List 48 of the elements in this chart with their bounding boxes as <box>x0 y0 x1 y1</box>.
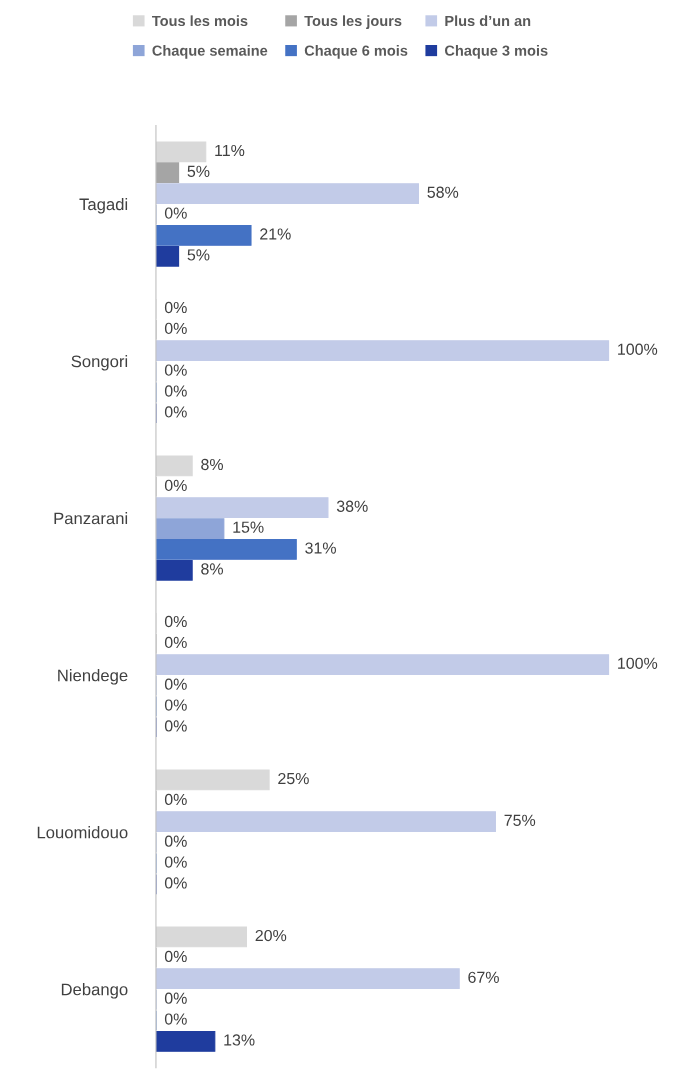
data-label: 58% <box>427 186 459 198</box>
data-label: 13% <box>224 1034 255 1046</box>
data-label: 0% <box>164 385 187 397</box>
y-tick-label: Louomidouo <box>37 826 128 839</box>
data-label: 0% <box>164 856 187 868</box>
data-label: 5% <box>187 165 210 178</box>
data-label: 0% <box>164 793 187 806</box>
data-label: 0% <box>164 301 187 314</box>
data-label: 67% <box>468 971 499 983</box>
data-label: 100% <box>618 657 658 669</box>
data-label: 75% <box>504 814 536 826</box>
y-tick-label: Niendege <box>58 669 128 685</box>
data-label: 0% <box>164 835 187 847</box>
y-tick-label: Songori <box>71 355 128 371</box>
legend-label: Tous les jours <box>304 15 402 29</box>
data-label: 8% <box>201 563 224 575</box>
data-label: 0% <box>164 950 187 963</box>
data-label: 0% <box>164 992 187 1004</box>
data-label: 38% <box>336 500 368 512</box>
legend-label: Tous les mois <box>152 15 248 27</box>
data-label: 0% <box>164 1013 187 1025</box>
data-label: 0% <box>164 364 187 376</box>
data-label: 0% <box>164 636 187 649</box>
data-label: 0% <box>164 678 187 690</box>
data-label: 0% <box>164 207 187 219</box>
data-label: 0% <box>164 877 187 889</box>
data-label: 15% <box>233 521 264 533</box>
data-label: 31% <box>305 542 336 554</box>
data-label: 0% <box>164 406 187 418</box>
data-label: 5% <box>187 249 210 261</box>
legend-label: Chaque semaine <box>152 45 268 59</box>
data-label: 0% <box>164 322 187 335</box>
y-tick-label: Tagadi <box>79 198 128 214</box>
legend-label: Plus d’un an <box>445 15 531 27</box>
data-label: 11% <box>215 144 245 157</box>
data-label: 0% <box>164 720 187 732</box>
data-label: 100% <box>618 343 658 355</box>
data-label: 0% <box>164 699 187 711</box>
data-label: 25% <box>278 772 309 785</box>
legend-label: Chaque 3 mois <box>444 45 548 59</box>
data-label: 20% <box>255 929 287 942</box>
data-label: 8% <box>201 458 224 471</box>
data-label: 0% <box>164 615 187 628</box>
y-tick-label: Panzarani <box>54 512 128 525</box>
data-label: 21% <box>260 228 291 240</box>
legend-label: Chaque 6 mois <box>304 45 408 59</box>
data-label: 0% <box>164 479 187 492</box>
y-tick-label: Debango <box>61 983 128 999</box>
